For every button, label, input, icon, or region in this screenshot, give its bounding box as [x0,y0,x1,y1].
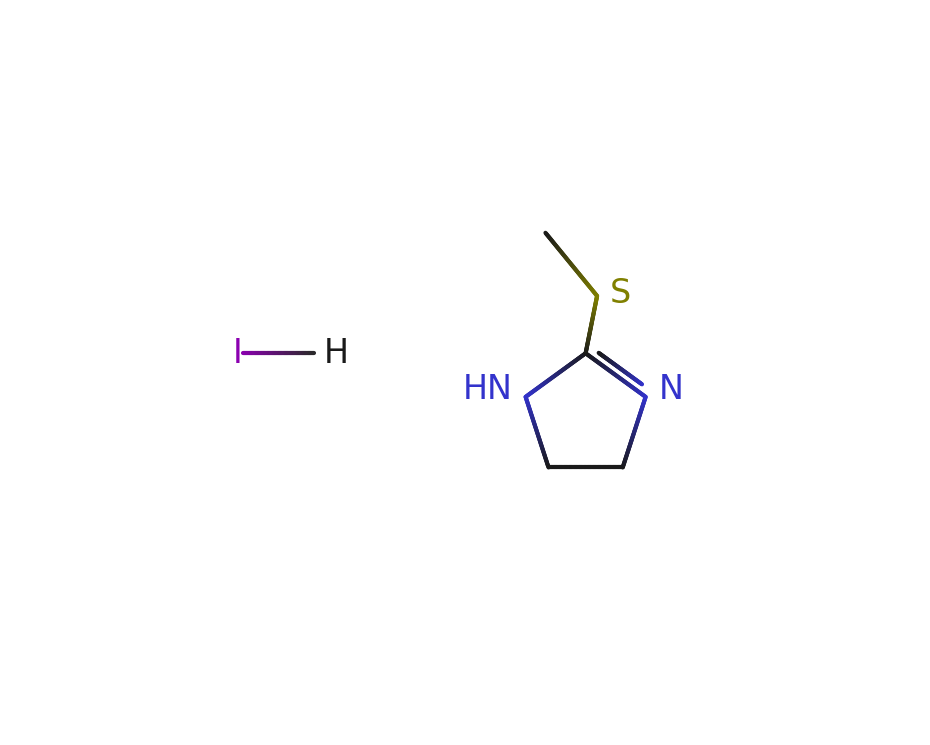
Text: H: H [324,337,349,370]
Text: HN: HN [463,373,513,407]
Text: N: N [658,373,684,407]
Text: I: I [232,337,243,370]
Text: S: S [610,276,631,309]
